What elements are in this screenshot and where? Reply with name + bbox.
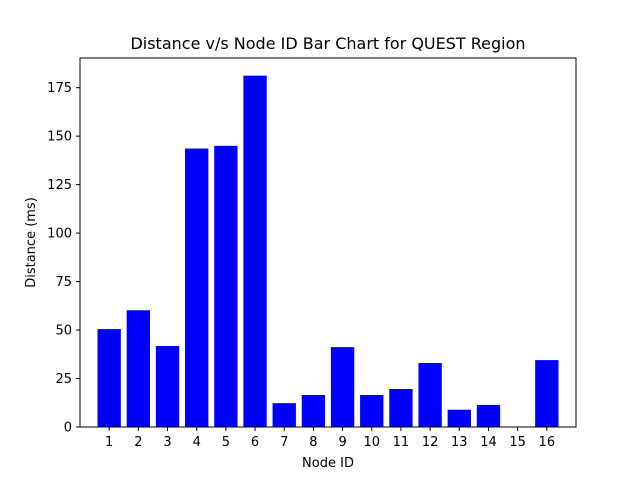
- x-tick-label: 16: [539, 435, 556, 450]
- bar-node-8: [301, 395, 326, 427]
- bar-node-6: [243, 75, 267, 427]
- y-axis-ticks: 0 25 50 75 100 125 150 175: [47, 81, 80, 436]
- x-tick-label: 7: [280, 435, 288, 450]
- bar-node-9: [330, 347, 355, 427]
- bar-node-16: [535, 360, 559, 427]
- x-tick-label: 12: [422, 435, 439, 450]
- y-tick-label: 175: [47, 81, 72, 96]
- y-tick-label: 75: [55, 275, 72, 290]
- bar-node-5: [214, 145, 238, 427]
- plot-frame: [79, 57, 577, 428]
- bar-node-13: [447, 409, 471, 427]
- x-tick-label: 10: [363, 435, 380, 450]
- x-tick-label: 2: [134, 435, 142, 450]
- x-axis-ticks: 1 2 3 4 5 6 7 8 9 10 11 12 13 14 15 16: [105, 427, 555, 450]
- x-tick-label: 4: [193, 435, 201, 450]
- bar-node-14: [476, 404, 501, 427]
- x-tick-label: 6: [251, 435, 259, 450]
- bar-node-2: [126, 310, 151, 427]
- y-tick-label: 150: [47, 130, 72, 145]
- x-tick-label: 11: [393, 435, 410, 450]
- x-tick-label: 13: [451, 435, 468, 450]
- chart-title: Distance v/s Node ID Bar Chart for QUEST…: [130, 34, 525, 53]
- x-tick-label: 15: [509, 435, 526, 450]
- x-axis-label: Node ID: [302, 456, 354, 471]
- x-tick-label: 5: [222, 435, 230, 450]
- y-tick-label: 125: [47, 178, 72, 193]
- bars-group: [97, 75, 559, 427]
- y-tick-label: 0: [64, 421, 72, 436]
- x-tick-label: 3: [163, 435, 171, 450]
- bar-node-10: [360, 395, 384, 427]
- x-tick-label: 14: [480, 435, 497, 450]
- bar-node-3: [155, 345, 180, 427]
- bar-node-12: [418, 363, 442, 427]
- y-tick-label: 25: [55, 372, 72, 387]
- y-tick-label: 100: [47, 227, 72, 242]
- bar-node-11: [389, 388, 413, 427]
- bar-node-1: [97, 329, 121, 427]
- bar-node-7: [272, 403, 296, 427]
- bar-node-4: [185, 148, 209, 427]
- x-tick-label: 8: [309, 435, 317, 450]
- x-tick-label: 1: [105, 435, 113, 450]
- y-tick-label: 50: [55, 324, 72, 339]
- y-axis-label: Distance (ms): [24, 197, 39, 288]
- x-tick-label: 9: [338, 435, 346, 450]
